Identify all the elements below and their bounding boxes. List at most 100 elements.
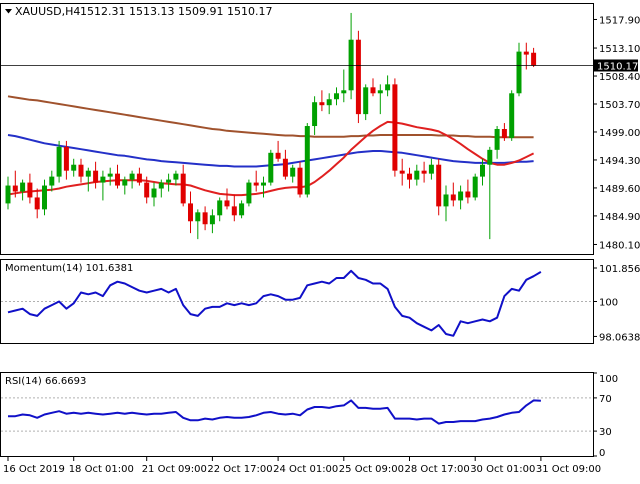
rsi-line [8, 399, 541, 425]
candle-body [136, 173, 142, 183]
candle-body [392, 84, 398, 171]
price-axis-label: 1494.30 [599, 156, 640, 167]
candle-body [71, 164, 77, 171]
candle-body [487, 149, 493, 165]
candle-body [93, 170, 99, 183]
price-axis-label: 1484.90 [599, 212, 640, 223]
candle-body [348, 39, 354, 91]
candle-body [494, 129, 500, 150]
momentum-axis-label: 98.0638 [599, 332, 640, 343]
candle-body [107, 173, 113, 177]
time-axis-label: 24 Oct 01:00 [273, 464, 338, 475]
candle-body [188, 203, 193, 222]
time-axis-label: 31 Oct 09:00 [536, 464, 601, 475]
candle-body [209, 215, 215, 225]
candle-body [450, 194, 456, 201]
candle-body [261, 182, 266, 186]
rsi-marks [1, 397, 593, 432]
ohlc-header: 1512.31 1513.13 1509.91 1510.17 [80, 5, 272, 18]
price-axis-label: 1508.40 [599, 72, 640, 83]
candle-body [20, 182, 26, 192]
candle-body [414, 170, 420, 180]
candle-body [268, 152, 274, 183]
price-axis-label: 1503.70 [599, 100, 640, 111]
candle-body [224, 200, 230, 207]
time-axis-label: 28 Oct 17:00 [405, 464, 470, 475]
candle-body [297, 167, 303, 195]
price-axis-label: 1499.00 [599, 128, 640, 139]
candle-body [166, 179, 172, 183]
candle-body [42, 185, 47, 210]
current-price-box [594, 59, 638, 72]
candle-body [246, 182, 252, 204]
price-axis-label: 1517.90 [599, 15, 640, 26]
candle-body [509, 93, 515, 138]
candle-body [173, 173, 179, 180]
candle-body [78, 164, 84, 177]
candle-body [436, 164, 442, 207]
candle-body [100, 176, 106, 183]
candle-body [290, 167, 296, 177]
momentum-axis-label: 101.8564 [599, 264, 640, 275]
candle-body [341, 90, 347, 94]
candle-body [129, 173, 135, 180]
candle-body [385, 84, 391, 91]
candle-body [158, 182, 164, 189]
candle-body [472, 176, 478, 198]
time-axis-label: 22 Oct 17:00 [207, 464, 272, 475]
rsi-axis-label: 70 [599, 394, 612, 405]
candle-body [239, 203, 245, 216]
candle-body [85, 170, 91, 177]
price-title: XAUUSD,H4 [15, 5, 80, 18]
time-axis-label: 30 Oct 01:00 [470, 464, 535, 475]
candle-body [202, 212, 208, 225]
dropdown-triangle-icon[interactable] [5, 9, 12, 14]
candle-body [480, 164, 485, 177]
candle-body [253, 182, 259, 186]
candle-body [49, 176, 55, 186]
candle-body [217, 200, 223, 216]
candle-body [326, 99, 332, 106]
candle-body [377, 90, 383, 94]
candle-body [355, 39, 361, 115]
current-price-label: 1510.17 [597, 61, 638, 72]
candle-body [319, 102, 325, 106]
candle-body [407, 173, 412, 180]
candle-body [34, 197, 40, 210]
axis-marks: 1517.90 1513.10 1508.40 1503.70 1499.00 1494.… [3, 15, 640, 475]
time-axis-label: 25 Oct 09:00 [339, 464, 404, 475]
rsi-axis-label: 30 [599, 427, 612, 438]
candle-body [334, 93, 339, 100]
price-axis-label: 1480.10 [599, 240, 640, 251]
momentum-axis-label: 100 [599, 298, 618, 309]
candle-body [421, 170, 427, 174]
candle-body [122, 179, 128, 186]
candle-body [275, 152, 281, 159]
candle-body [458, 191, 464, 201]
candle-body [282, 158, 288, 177]
candle-body [115, 173, 120, 186]
candle-body [312, 102, 318, 127]
candle-body [501, 129, 507, 138]
candle-body [523, 51, 529, 55]
candle-body [144, 182, 150, 198]
candle-body [516, 51, 522, 94]
candle-body [151, 188, 157, 198]
rsi-axis-label: 100 [599, 374, 618, 385]
candle-body [180, 173, 186, 204]
candle-body [195, 212, 201, 222]
candle-body [443, 194, 449, 207]
momentum-line [7, 269, 542, 337]
candle-body [5, 185, 11, 204]
rsi-title: RSI(14) 66.6693 [5, 376, 86, 387]
candle-body [428, 164, 434, 174]
candle-body [231, 206, 237, 216]
time-axis-label: 16 Oct 2019 [3, 464, 65, 475]
candle-body [531, 52, 537, 66]
momentum-marks [1, 269, 593, 337]
candle-body [12, 185, 18, 192]
rsi-axis-label: 0 [599, 448, 605, 459]
candle-body [56, 146, 62, 177]
